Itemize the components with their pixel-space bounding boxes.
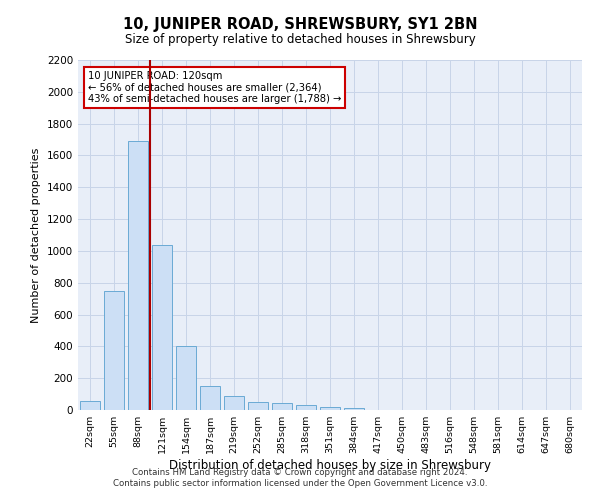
Bar xyxy=(224,396,244,410)
Bar xyxy=(128,141,148,410)
Bar xyxy=(104,292,124,410)
Text: Contains HM Land Registry data © Crown copyright and database right 2024.
Contai: Contains HM Land Registry data © Crown c… xyxy=(113,468,487,487)
Bar xyxy=(176,346,196,410)
Bar xyxy=(80,401,100,410)
Bar xyxy=(200,386,220,410)
Bar xyxy=(296,405,316,410)
Bar xyxy=(344,408,364,410)
Bar xyxy=(152,246,172,410)
Bar xyxy=(272,403,292,410)
Bar xyxy=(248,402,268,410)
Text: Size of property relative to detached houses in Shrewsbury: Size of property relative to detached ho… xyxy=(125,32,475,46)
Y-axis label: Number of detached properties: Number of detached properties xyxy=(31,148,41,322)
Bar xyxy=(320,407,340,410)
Text: 10 JUNIPER ROAD: 120sqm
← 56% of detached houses are smaller (2,364)
43% of semi: 10 JUNIPER ROAD: 120sqm ← 56% of detache… xyxy=(88,70,341,104)
X-axis label: Distribution of detached houses by size in Shrewsbury: Distribution of detached houses by size … xyxy=(169,459,491,472)
Text: 10, JUNIPER ROAD, SHREWSBURY, SY1 2BN: 10, JUNIPER ROAD, SHREWSBURY, SY1 2BN xyxy=(123,18,477,32)
